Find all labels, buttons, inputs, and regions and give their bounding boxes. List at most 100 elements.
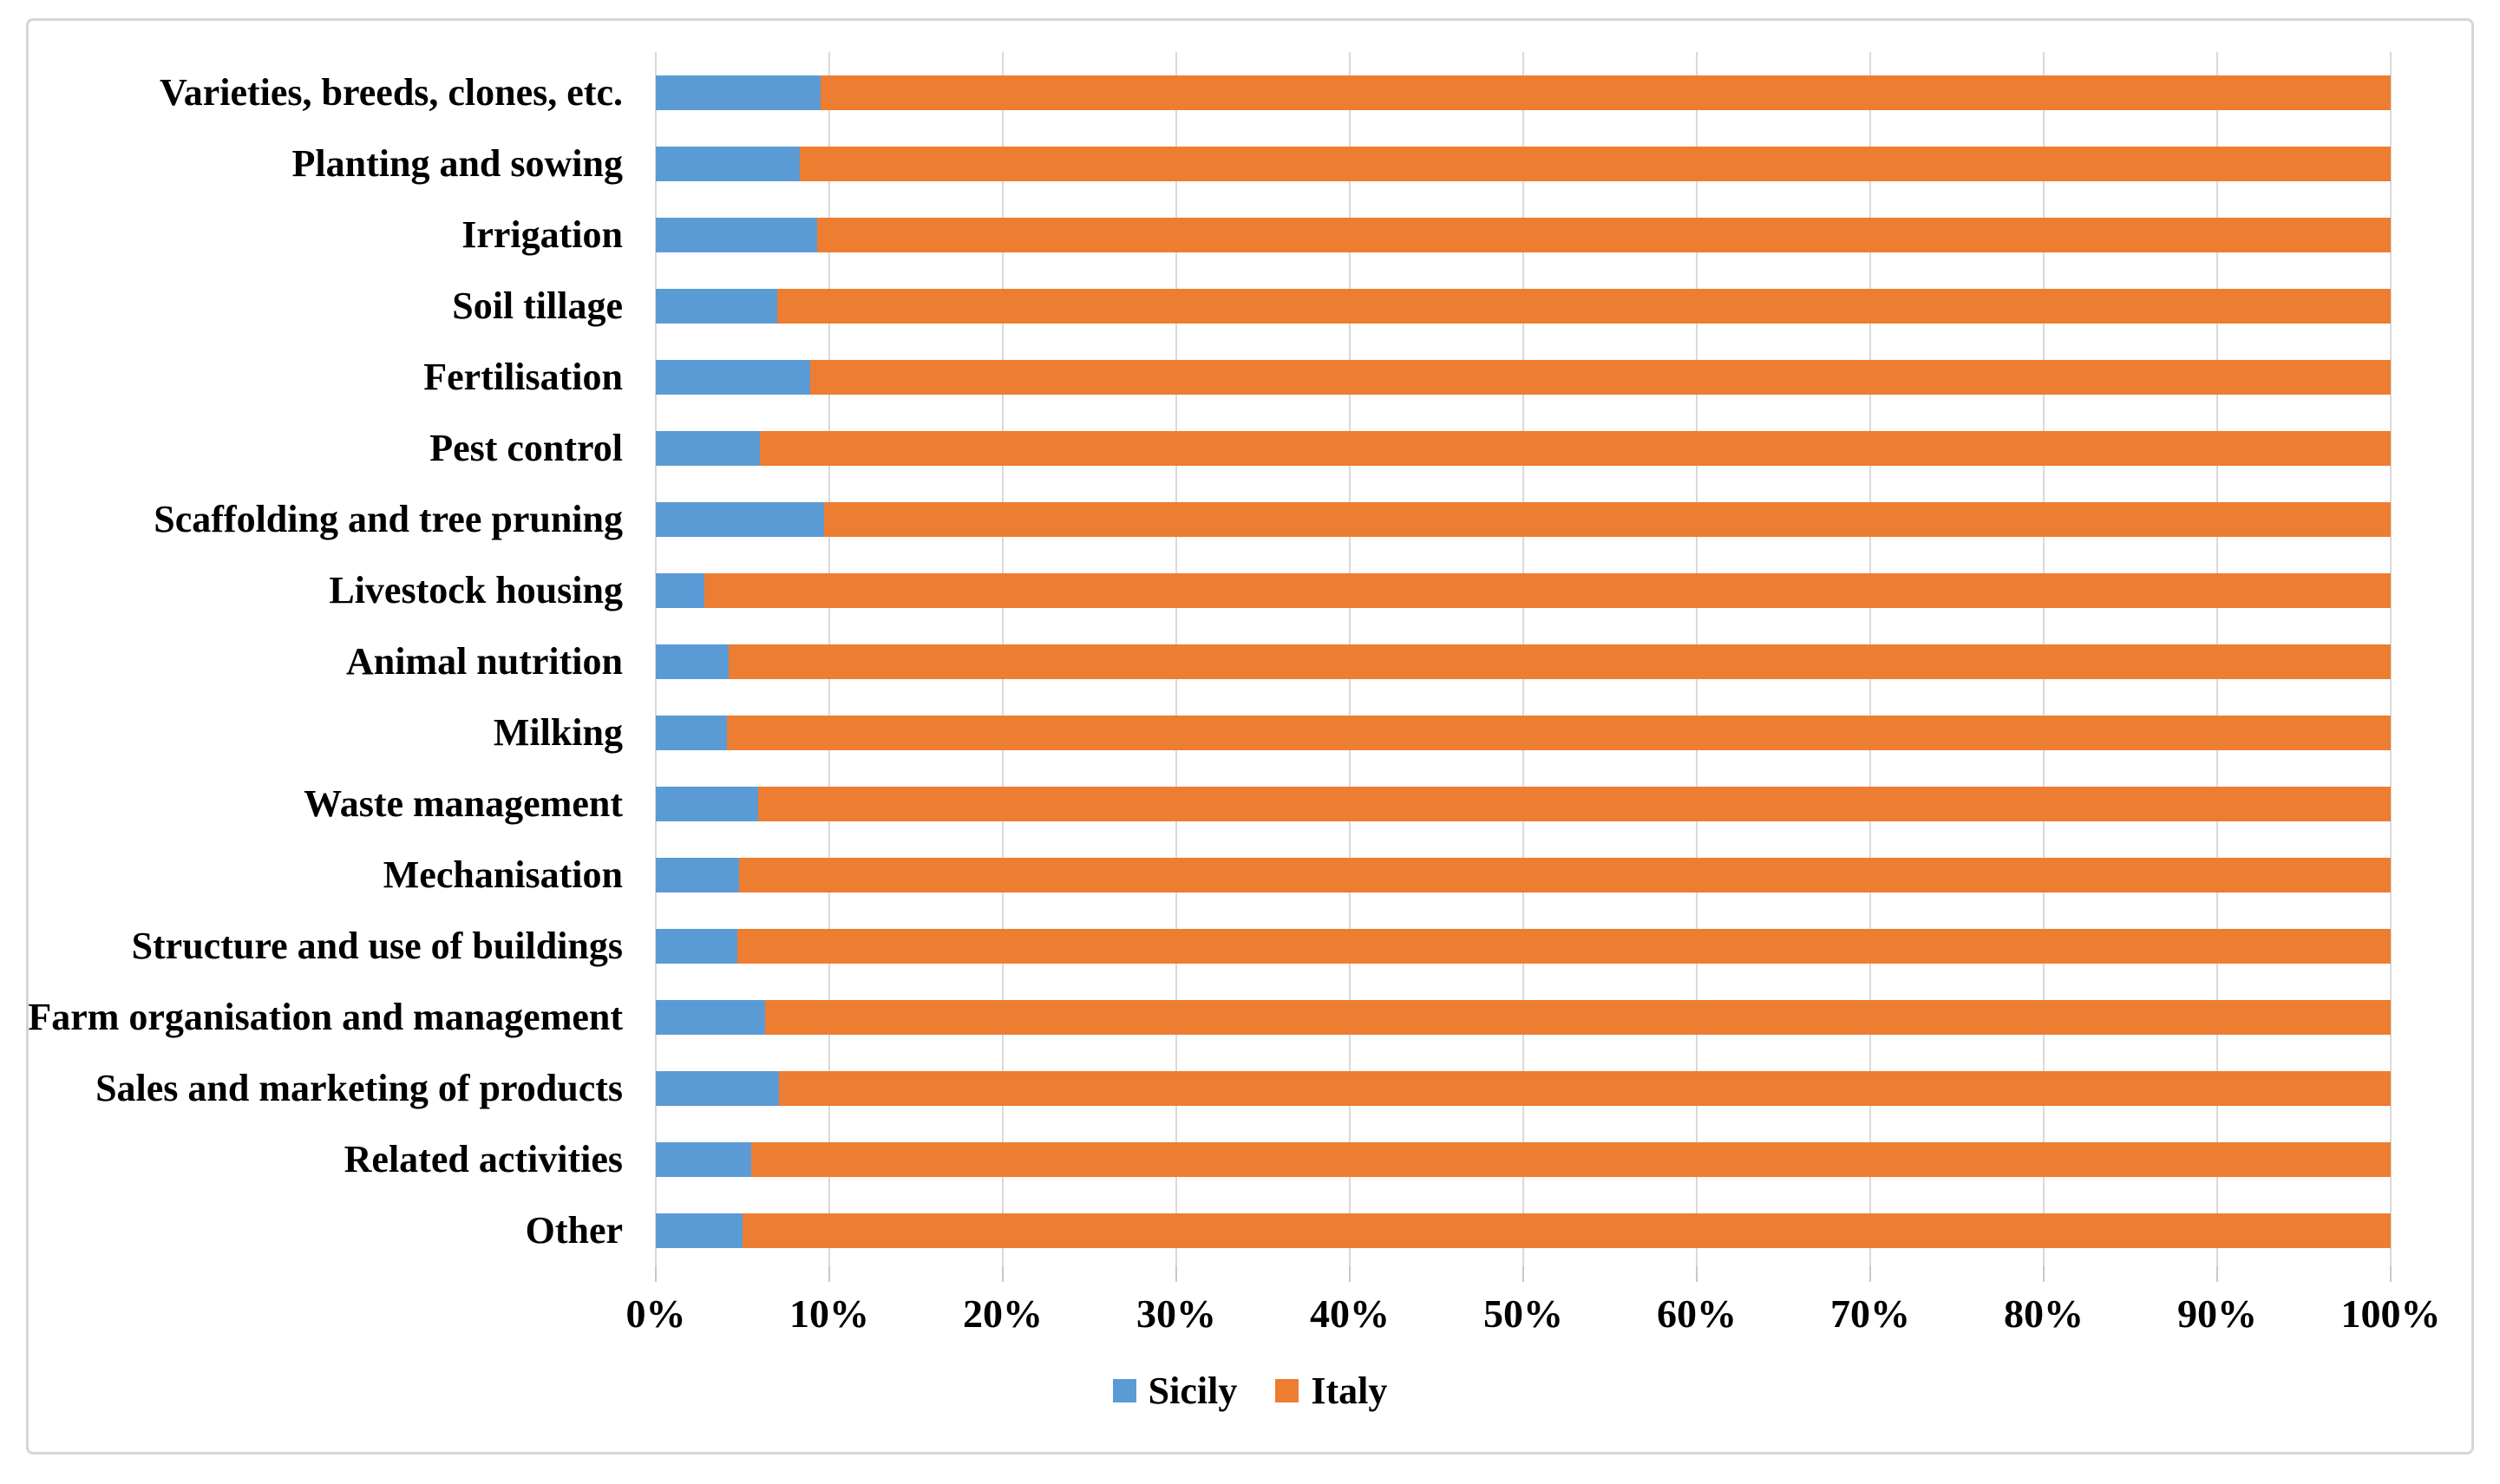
legend-swatch-sicily	[1112, 1379, 1136, 1402]
bar-track	[656, 929, 2391, 964]
bar-track	[656, 431, 2391, 466]
bar-track	[656, 218, 2391, 252]
category-label: Sales and marketing of products	[95, 1067, 623, 1109]
italy-bar-segment	[800, 147, 2391, 181]
sicily-bar-segment	[656, 75, 821, 110]
italy-bar-segment	[810, 360, 2391, 395]
category-label: Waste management	[304, 782, 623, 825]
x-axis-tick-label: 30%	[1136, 1291, 1216, 1336]
x-axis-tick-label: 70%	[1830, 1291, 1910, 1336]
italy-bar-segment	[729, 644, 2391, 679]
italy-bar-segment	[739, 858, 2391, 892]
x-axis-tick-label: 80%	[2004, 1291, 2084, 1336]
sicily-bar-segment	[656, 787, 758, 821]
sicily-bar-segment	[656, 716, 727, 750]
category-label: Milking	[493, 711, 623, 754]
sicily-bar-segment	[656, 289, 777, 324]
bar-track	[656, 1213, 2391, 1248]
bar-track	[656, 289, 2391, 324]
italy-bar-segment	[821, 75, 2391, 110]
italy-bar-segment	[704, 573, 2391, 608]
bar-track	[656, 147, 2391, 181]
legend-item-italy: Italy	[1275, 1369, 1387, 1413]
bar-track	[656, 1000, 2391, 1035]
x-axis-tick-label: 50%	[1483, 1291, 1563, 1336]
italy-bar-segment	[817, 218, 2391, 252]
category-label: Livestock housing	[329, 569, 623, 611]
x-axis-tick-label: 0%	[625, 1291, 686, 1336]
italy-bar-segment	[758, 787, 2391, 821]
category-label: Mechanisation	[383, 853, 623, 896]
italy-bar-segment	[743, 1213, 2391, 1248]
sicily-bar-segment	[656, 929, 737, 964]
legend-item-sicily: Sicily	[1112, 1369, 1238, 1413]
axis-tickmark	[828, 1266, 830, 1282]
italy-bar-segment	[737, 929, 2391, 964]
axis-tickmark	[1869, 1266, 1871, 1282]
bar-track	[656, 644, 2391, 679]
sicily-bar-segment	[656, 644, 729, 679]
bar-track	[656, 75, 2391, 110]
axis-tickmark	[1175, 1266, 1177, 1282]
axis-tickmark	[2216, 1266, 2218, 1282]
sicily-bar-segment	[656, 1071, 779, 1106]
x-axis-tick-label: 60%	[1657, 1291, 1737, 1336]
legend-swatch-italy	[1275, 1379, 1299, 1402]
legend-label: Sicily	[1148, 1370, 1238, 1412]
x-axis-tick-label: 10%	[789, 1291, 869, 1336]
bar-track	[656, 716, 2391, 750]
x-axis-tick-label: 100%	[2340, 1291, 2441, 1336]
sicily-bar-segment	[656, 858, 739, 892]
sicily-bar-segment	[656, 147, 800, 181]
category-label: Varieties, breeds, clones, etc.	[160, 71, 623, 114]
italy-bar-segment	[779, 1071, 2391, 1106]
sicily-bar-segment	[656, 1142, 751, 1177]
italy-bar-segment	[777, 289, 2391, 324]
x-axis-tick-label: 20%	[963, 1291, 1043, 1336]
bar-track	[656, 858, 2391, 892]
axis-tickmark	[1002, 1266, 1004, 1282]
italy-bar-segment	[751, 1142, 2391, 1177]
italy-bar-segment	[765, 1000, 2391, 1035]
axis-tickmark	[1522, 1266, 1524, 1282]
category-label: Related activities	[344, 1138, 623, 1180]
italy-bar-segment	[760, 431, 2391, 466]
category-label: Soil tillage	[452, 284, 623, 327]
category-label: Fertilisation	[423, 356, 623, 398]
category-label: Planting and sowing	[291, 142, 623, 185]
category-label: Other	[525, 1209, 623, 1252]
legend-label: Italy	[1311, 1370, 1388, 1412]
x-axis-tick-label: 40%	[1310, 1291, 1390, 1336]
x-axis-tick-label: 90%	[2177, 1291, 2257, 1336]
axis-tickmark	[655, 1266, 657, 1282]
bar-track	[656, 1071, 2391, 1106]
axis-tickmark	[2390, 1266, 2392, 1282]
category-label: Pest control	[429, 427, 623, 469]
axis-tickmark	[1349, 1266, 1351, 1282]
bar-track	[656, 787, 2391, 821]
gridline	[2390, 52, 2392, 1266]
italy-bar-segment	[824, 502, 2391, 537]
sicily-bar-segment	[656, 1213, 743, 1248]
sicily-bar-segment	[656, 360, 810, 395]
category-label: Irrigation	[461, 213, 623, 256]
legend: Sicily Italy	[0, 1369, 2500, 1413]
category-label: Animal nutrition	[345, 640, 623, 683]
sicily-bar-segment	[656, 218, 817, 252]
italy-bar-segment	[727, 716, 2391, 750]
category-label: Structure and use of buildings	[131, 925, 623, 967]
axis-tickmark	[2043, 1266, 2045, 1282]
bar-track	[656, 360, 2391, 395]
bar-track	[656, 573, 2391, 608]
bar-track	[656, 502, 2391, 537]
sicily-bar-segment	[656, 1000, 765, 1035]
sicily-bar-segment	[656, 573, 704, 608]
sicily-bar-segment	[656, 431, 760, 466]
bar-track	[656, 1142, 2391, 1177]
sicily-bar-segment	[656, 502, 824, 537]
category-label: Farm organisation and management	[28, 996, 623, 1038]
category-label: Scaffolding and tree pruning	[154, 498, 623, 540]
axis-tickmark	[1696, 1266, 1698, 1282]
